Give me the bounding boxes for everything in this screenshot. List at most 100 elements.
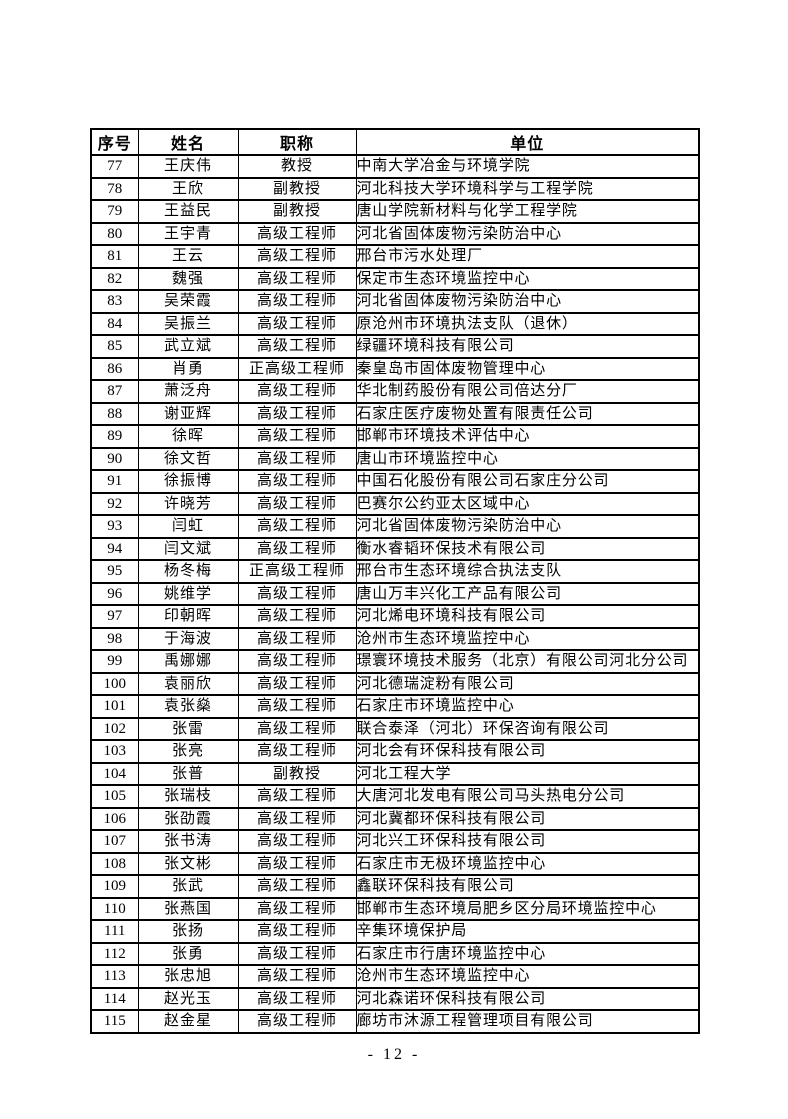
cell-unit: 石家庄医疗废物处置有限责任公司 [355,401,700,426]
cell-unit: 石家庄市行唐环境监控中心 [355,941,700,966]
table-row: 89 徐晖 高级工程师 邯郸市环境技术评估中心 [90,424,700,449]
cell-title: 教授 [237,154,357,179]
cell-title: 高级工程师 [237,244,357,269]
cell-title: 高级工程师 [237,829,357,854]
cell-name: 王云 [137,244,239,269]
cell-unit: 邯郸市环境技术评估中心 [355,424,700,449]
cell-title: 高级工程师 [237,649,357,674]
cell-name: 杨冬梅 [137,559,239,584]
cell-name: 武立斌 [137,334,239,359]
cell-unit: 河北会有环保科技有限公司 [355,739,700,764]
cell-index: 87 [90,379,139,404]
cell-name: 张书涛 [137,829,239,854]
cell-title: 高级工程师 [237,446,357,471]
table-row: 82 魏强 高级工程师 保定市生态环境监控中心 [90,266,700,291]
table-row: 88 谢亚辉 高级工程师 石家庄医疗废物处置有限责任公司 [90,401,700,426]
cell-unit: 巴赛尔公约亚太区域中心 [355,491,700,516]
table-row: 112 张勇 高级工程师 石家庄市行唐环境监控中心 [90,941,700,966]
table-row: 91 徐振博 高级工程师 中国石化股份有限公司石家庄分公司 [90,469,700,494]
cell-title: 高级工程师 [237,964,357,989]
table-row: 109 张武 高级工程师 鑫联环保科技有限公司 [90,874,700,899]
cell-unit: 唐山学院新材料与化学工程学院 [355,199,700,224]
cell-name: 赵光玉 [137,986,239,1011]
cell-unit: 大唐河北发电有限公司马头热电分公司 [355,784,700,809]
cell-name: 张忠旭 [137,964,239,989]
cell-name: 吴振兰 [137,311,239,336]
table-row: 80 王宇青 高级工程师 河北省固体废物污染防治中心 [90,221,700,246]
cell-index: 80 [90,221,139,246]
cell-name: 张劭霞 [137,806,239,831]
cell-title: 高级工程师 [237,986,357,1011]
table-row: 105 张瑞枝 高级工程师 大唐河北发电有限公司马头热电分公司 [90,784,700,809]
cell-title: 高级工程师 [237,896,357,921]
cell-index: 114 [90,986,139,1011]
column-header-unit: 单位 [355,128,700,156]
cell-title: 高级工程师 [237,739,357,764]
cell-title: 高级工程师 [237,289,357,314]
cell-unit: 中南大学冶金与环境学院 [355,154,700,179]
cell-unit: 沧州市生态环境监控中心 [355,626,700,651]
cell-name: 袁张燊 [137,694,239,719]
table-row: 98 于海波 高级工程师 沧州市生态环境监控中心 [90,626,700,651]
cell-index: 109 [90,874,139,899]
table-row: 107 张书涛 高级工程师 河北兴工环保科技有限公司 [90,829,700,854]
cell-name: 肖勇 [137,356,239,381]
cell-index: 91 [90,469,139,494]
cell-title: 副教授 [237,176,357,201]
column-header-name: 姓名 [137,128,239,156]
cell-index: 78 [90,176,139,201]
cell-name: 许晓芳 [137,491,239,516]
cell-index: 99 [90,649,139,674]
table-row: 106 张劭霞 高级工程师 河北冀都环保科技有限公司 [90,806,700,831]
cell-title: 高级工程师 [237,536,357,561]
column-header-index: 序号 [90,128,139,156]
cell-name: 闫虹 [137,514,239,539]
cell-unit: 邯郸市生态环境局肥乡区分局环境监控中心 [355,896,700,921]
cell-name: 王宇青 [137,221,239,246]
cell-name: 禹娜娜 [137,649,239,674]
cell-index: 104 [90,761,139,786]
cell-unit: 石家庄市环境监控中心 [355,694,700,719]
table-row: 96 姚维学 高级工程师 唐山万丰兴化工产品有限公司 [90,581,700,606]
cell-name: 袁丽欣 [137,671,239,696]
cell-title: 高级工程师 [237,221,357,246]
cell-index: 111 [90,919,139,944]
cell-name: 萧泛舟 [137,379,239,404]
table-header: 序号 姓名 职称 单位 [90,128,700,156]
cell-index: 108 [90,851,139,876]
cell-title: 高级工程师 [237,581,357,606]
cell-unit: 石家庄市无极环境监控中心 [355,851,700,876]
table-row: 84 吴振兰 高级工程师 原沧州市环境执法支队（退休） [90,311,700,336]
cell-index: 85 [90,334,139,359]
table-row: 81 王云 高级工程师 邢台市污水处理厂 [90,244,700,269]
cell-index: 102 [90,716,139,741]
cell-unit: 河北冀都环保科技有限公司 [355,806,700,831]
cell-title: 高级工程师 [237,626,357,651]
table-row: 110 张燕国 高级工程师 邯郸市生态环境局肥乡区分局环境监控中心 [90,896,700,921]
cell-name: 徐振博 [137,469,239,494]
cell-title: 副教授 [237,199,357,224]
cell-title: 高级工程师 [237,1009,357,1034]
cell-title: 高级工程师 [237,469,357,494]
cell-unit: 河北森诺环保科技有限公司 [355,986,700,1011]
cell-name: 魏强 [137,266,239,291]
table-row: 111 张扬 高级工程师 辛集环境保护局 [90,919,700,944]
cell-title: 副教授 [237,761,357,786]
cell-name: 吴荣霞 [137,289,239,314]
cell-index: 79 [90,199,139,224]
cell-name: 王庆伟 [137,154,239,179]
cell-name: 张瑞枝 [137,784,239,809]
cell-name: 徐晖 [137,424,239,449]
table-row: 85 武立斌 高级工程师 绿疆环境科技有限公司 [90,334,700,359]
table-row: 86 肖勇 正高级工程师 秦皇岛市固体废物管理中心 [90,356,700,381]
cell-unit: 河北科技大学环境科学与工程学院 [355,176,700,201]
cell-title: 高级工程师 [237,604,357,629]
cell-name: 张文彬 [137,851,239,876]
cell-unit: 华北制药股份有限公司倍达分厂 [355,379,700,404]
table-row: 104 张普 副教授 河北工程大学 [90,761,700,786]
cell-title: 高级工程师 [237,671,357,696]
cell-name: 赵金星 [137,1009,239,1034]
cell-unit: 沧州市生态环境监控中心 [355,964,700,989]
cell-unit: 保定市生态环境监控中心 [355,266,700,291]
